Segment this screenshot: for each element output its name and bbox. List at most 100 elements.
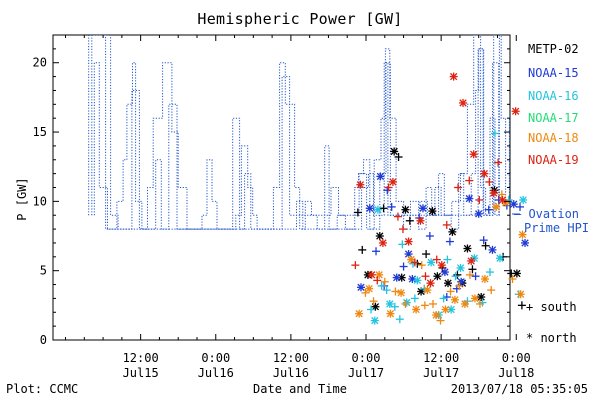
point-noaa-19 xyxy=(489,189,498,198)
point-noaa-19 xyxy=(410,258,419,267)
point-noaa-18 xyxy=(516,290,525,299)
point-noaa-15 xyxy=(392,273,401,282)
marker-d2 xyxy=(371,316,379,325)
point-noaa-18 xyxy=(436,316,445,325)
point-metp-02 xyxy=(481,241,490,250)
marker-d2 xyxy=(401,206,410,214)
point-noaa-19 xyxy=(404,237,413,246)
marker-d2 xyxy=(423,286,432,294)
ovation-line-ovation-3 xyxy=(93,48,500,230)
point-noaa-18 xyxy=(470,294,479,303)
marker-d2 xyxy=(490,189,498,197)
point-noaa-18 xyxy=(423,286,432,295)
marker-d2 xyxy=(475,210,483,218)
point-noaa-18 xyxy=(428,299,437,308)
point-noaa-19 xyxy=(442,220,451,229)
marker-d2 xyxy=(376,172,385,181)
x-tick-time: 0:00 xyxy=(502,351,531,365)
point-noaa-16 xyxy=(490,129,499,138)
marker-d2 xyxy=(390,147,398,156)
legend-noaa-15: NOAA-15 xyxy=(528,66,579,80)
point-metp-02 xyxy=(394,153,403,161)
marker-d2 xyxy=(470,150,478,158)
point-noaa-16 xyxy=(370,316,379,325)
point-noaa-15 xyxy=(357,283,366,292)
legend-noaa-18: NOAA-18 xyxy=(528,131,579,145)
ovation-line-ovation-1 xyxy=(91,35,500,230)
marker-d2 xyxy=(389,178,397,186)
point-noaa-15 xyxy=(418,204,427,213)
point-noaa-18 xyxy=(446,287,455,296)
point-noaa-19 xyxy=(475,195,484,204)
legend-north-symbol: * north xyxy=(526,331,577,345)
marker-d2 xyxy=(386,309,395,318)
point-metp-02 xyxy=(401,205,410,214)
point-noaa-15 xyxy=(425,232,434,241)
point-noaa-18 xyxy=(518,230,527,239)
point-noaa-18 xyxy=(450,295,459,304)
marker-d2 xyxy=(459,99,467,107)
point-noaa-18 xyxy=(465,270,474,279)
ovation-lines xyxy=(88,35,510,230)
point-noaa-15 xyxy=(474,209,483,218)
point-metp-02 xyxy=(444,279,453,288)
point-noaa-19 xyxy=(373,276,382,285)
point-noaa-18 xyxy=(386,309,395,318)
point-noaa-18 xyxy=(420,301,429,310)
scatter-points xyxy=(351,72,530,325)
point-noaa-18 xyxy=(365,284,374,293)
y-tick-label: 0 xyxy=(40,333,47,347)
point-noaa-15 xyxy=(445,237,454,246)
point-noaa-15 xyxy=(521,238,530,247)
point-noaa-18 xyxy=(441,305,450,314)
point-metp-02 xyxy=(477,293,486,302)
marker-d2 xyxy=(516,290,525,298)
point-noaa-19 xyxy=(432,255,441,264)
marker-d2 xyxy=(510,200,518,208)
point-noaa-19 xyxy=(393,212,402,221)
marker-d2 xyxy=(441,305,450,314)
marker-d2 xyxy=(481,275,489,283)
marker-d2 xyxy=(448,228,457,236)
point-noaa-18 xyxy=(487,286,496,295)
point-noaa-16 xyxy=(456,263,465,272)
marker-d2 xyxy=(407,255,415,264)
point-noaa-15 xyxy=(399,262,408,271)
marker-d2 xyxy=(456,264,465,272)
point-noaa-19 xyxy=(388,177,397,186)
marker-d2 xyxy=(480,169,488,178)
x-tick-time: 0:00 xyxy=(352,351,381,365)
point-metp-02 xyxy=(453,270,462,279)
point-noaa-19 xyxy=(398,225,407,234)
marker-d2 xyxy=(367,271,376,279)
legend-metp-02: METP-02 xyxy=(528,42,579,56)
chart-title: Hemispheric Power [GW] xyxy=(197,10,403,28)
point-noaa-18 xyxy=(397,288,406,297)
marker-d2 xyxy=(441,268,449,276)
point-noaa-19 xyxy=(454,183,463,192)
marker-d2 xyxy=(451,296,459,304)
marker-d2 xyxy=(366,204,374,212)
point-noaa-18 xyxy=(369,297,378,306)
marker-d2 xyxy=(413,276,422,285)
point-noaa-18 xyxy=(391,287,400,296)
marker-d2 xyxy=(365,285,373,293)
x-tick-day: Jul17 xyxy=(348,366,384,380)
point-noaa-19 xyxy=(494,158,503,167)
point-noaa-16 xyxy=(485,268,494,277)
point-noaa-16 xyxy=(519,195,528,204)
point-noaa-16 xyxy=(495,254,504,263)
marker-d2 xyxy=(463,244,472,253)
point-noaa-18 xyxy=(401,299,410,308)
x-tick-day: Jul18 xyxy=(498,366,534,380)
point-noaa-16 xyxy=(451,272,460,281)
point-noaa-19 xyxy=(459,98,468,107)
point-noaa-19 xyxy=(449,72,458,81)
marker-d2 xyxy=(518,230,527,239)
y-tick-label: 15 xyxy=(33,125,47,139)
ovation-line-ovation-2 xyxy=(88,35,510,230)
marker-d2 xyxy=(492,203,500,211)
x-tick-time: 12:00 xyxy=(123,351,159,365)
marker-d2 xyxy=(461,300,469,308)
marker-d2 xyxy=(403,298,411,307)
